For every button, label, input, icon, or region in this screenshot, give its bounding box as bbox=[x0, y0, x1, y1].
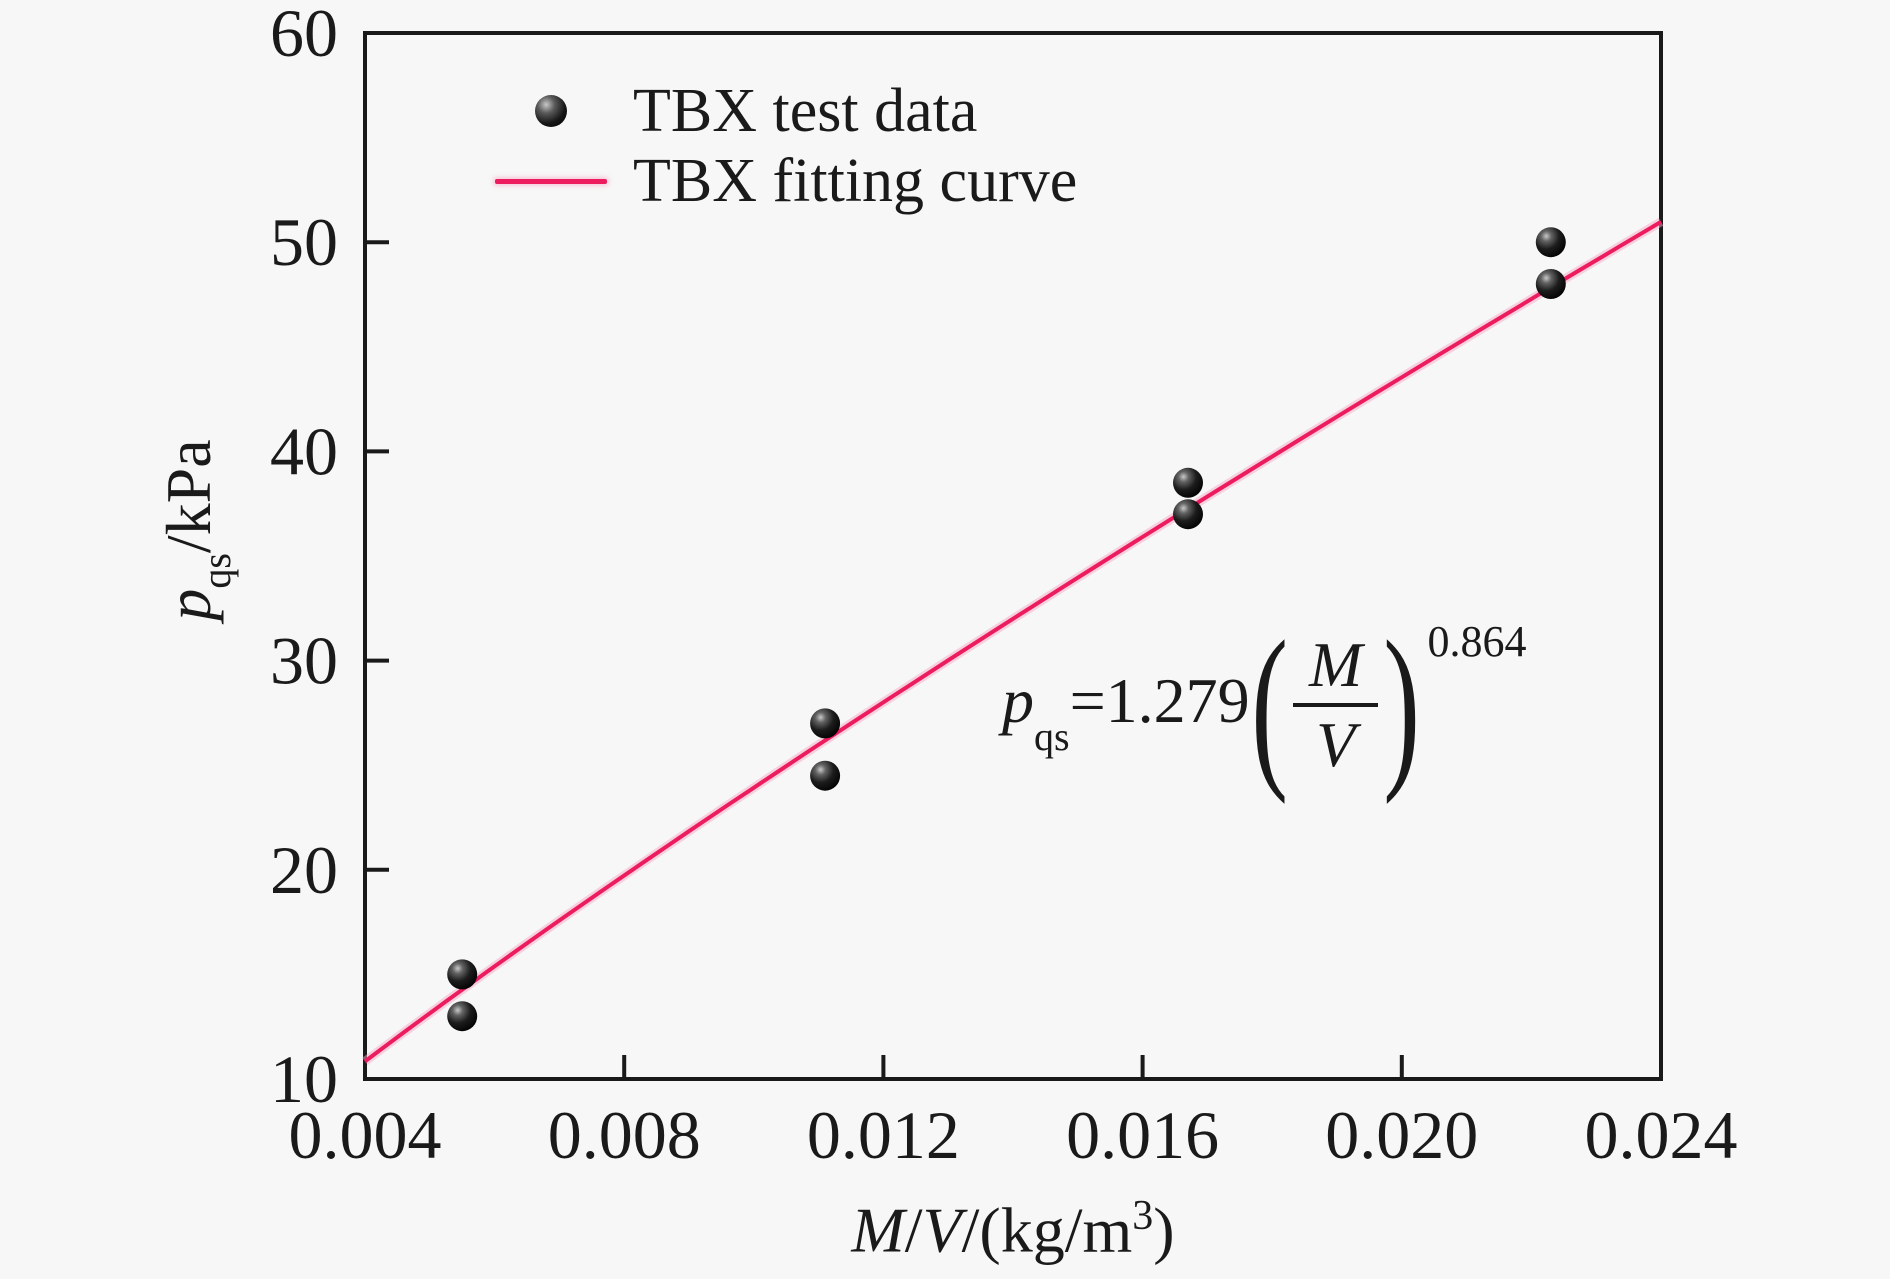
x-title-units: /(kg/m bbox=[961, 1194, 1133, 1266]
denominator-v: V bbox=[1316, 709, 1356, 780]
scatter-marker-icon bbox=[535, 95, 567, 127]
open-paren: ( bbox=[1250, 603, 1288, 806]
x-axis-ticks: 0.004 0.008 0.012 0.016 0.020 0.024 bbox=[289, 1055, 1738, 1173]
data-point bbox=[1535, 227, 1566, 258]
x-axis-title: M/V/(kg/m3) bbox=[851, 1192, 1174, 1267]
y-tick-label: 10 bbox=[270, 1041, 338, 1117]
y-axis-title: pqs/kPa bbox=[152, 439, 239, 621]
y-tick-label: 30 bbox=[270, 623, 338, 699]
x-title-slash: / bbox=[904, 1194, 923, 1266]
y-title-units: /kPa bbox=[153, 439, 225, 554]
fraction-denominator: V bbox=[1316, 707, 1355, 777]
fit-equation: pqs=1.279 ( M V ) 0.864 bbox=[1002, 603, 1527, 806]
x-tick-label: 0.016 bbox=[1066, 1097, 1219, 1173]
x-tick-label: 0.020 bbox=[1325, 1097, 1478, 1173]
data-points bbox=[447, 227, 1566, 1032]
data-point bbox=[1173, 499, 1203, 530]
legend: TBX test data TBX fitting curve bbox=[495, 76, 1077, 216]
y-title-symbol: p bbox=[153, 588, 225, 621]
legend-label-fitting-curve: TBX fitting curve bbox=[633, 147, 1078, 215]
legend-item-fitting-curve: TBX fitting curve bbox=[495, 146, 1077, 216]
legend-label-test-data: TBX test data bbox=[633, 77, 978, 145]
x-title-close: ) bbox=[1153, 1194, 1175, 1266]
legend-marker-col bbox=[495, 178, 607, 184]
x-tick-label: 0.004 bbox=[289, 1097, 442, 1173]
equation-exponent: 0.864 bbox=[1427, 616, 1527, 666]
x-title-exponent: 3 bbox=[1132, 1193, 1154, 1239]
legend-marker-col bbox=[495, 95, 607, 127]
y-tick-label: 60 bbox=[270, 0, 338, 71]
y-title-subscript: qs bbox=[193, 553, 239, 589]
plot-border bbox=[363, 31, 1663, 1081]
data-point bbox=[447, 1001, 478, 1032]
equation-coefficient: =1.279 bbox=[1069, 665, 1250, 737]
x-title-v: V bbox=[922, 1194, 962, 1266]
data-point bbox=[447, 959, 478, 990]
line-marker-icon bbox=[495, 178, 607, 184]
x-tick-label: 0.012 bbox=[807, 1097, 960, 1173]
equation-subscript: qs bbox=[1034, 713, 1070, 759]
fraction-numerator: M bbox=[1292, 633, 1379, 707]
y-tick-label: 20 bbox=[270, 832, 338, 908]
x-tick-label: 0.008 bbox=[548, 1097, 701, 1173]
data-point bbox=[1535, 269, 1566, 299]
equation-fraction: M V bbox=[1292, 633, 1379, 777]
equation-p: p bbox=[1002, 665, 1034, 737]
y-tick-label: 50 bbox=[270, 204, 338, 280]
y-tick-label: 40 bbox=[270, 413, 338, 489]
data-point bbox=[1173, 467, 1203, 498]
numerator-m: M bbox=[1308, 629, 1363, 700]
data-point bbox=[810, 760, 841, 791]
x-title-m: M bbox=[851, 1194, 905, 1266]
x-tick-label: 0.024 bbox=[1585, 1097, 1738, 1173]
equation-lhs: pqs=1.279 bbox=[1002, 664, 1250, 759]
fit-line bbox=[363, 220, 1663, 1064]
data-point bbox=[810, 708, 841, 739]
close-paren: ) bbox=[1383, 603, 1421, 806]
legend-item-test-data: TBX test data bbox=[495, 76, 1077, 146]
y-axis-ticks: 10 20 30 40 50 60 bbox=[270, 0, 389, 1117]
